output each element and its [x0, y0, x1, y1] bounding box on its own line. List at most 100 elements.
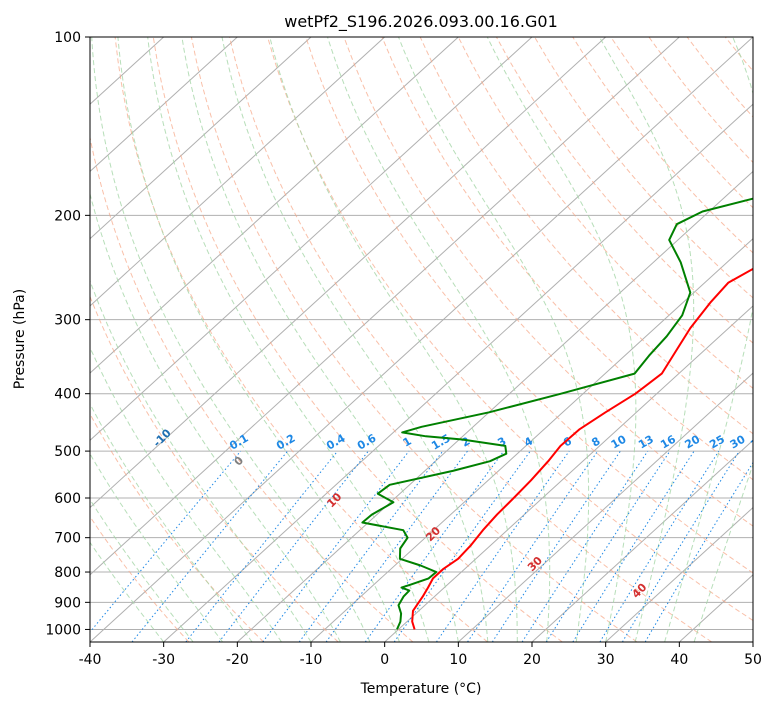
- x-tick-label: 30: [597, 652, 615, 668]
- mixing-ratio-label: 30: [728, 432, 748, 451]
- dry-adiabat-line: [267, 37, 753, 622]
- mixing-ratio-label: 16: [658, 432, 678, 451]
- dry-adiabat-line: [495, 37, 753, 344]
- dry-adiabat-line: [724, 37, 753, 72]
- mixing-ratio-label: 1: [401, 435, 414, 450]
- dry-adiabat-line: [419, 37, 753, 435]
- isotherm-line: [90, 37, 607, 509]
- mixing-ratio-line: [572, 450, 695, 642]
- dry-adiabat-line: [457, 37, 753, 389]
- dry-adiabat-line: [305, 37, 753, 574]
- isotherm-line: [236, 170, 753, 642]
- y-tick-label: 1000: [45, 622, 81, 638]
- moist-adiabat-line: [327, 37, 551, 642]
- mixing-ratio-line: [621, 450, 740, 642]
- dewpoint-profile-line: [361, 197, 753, 630]
- isotherm-line: [457, 372, 753, 642]
- moist-adiabat-line: [181, 37, 459, 642]
- x-axis-title: Temperature (°C): [360, 681, 482, 697]
- moist-adiabat-line: [117, 37, 400, 642]
- dry-adiabat-line: [534, 37, 753, 299]
- isotherm-gridlines: [90, 37, 753, 642]
- x-tick-label: -40: [79, 652, 102, 668]
- x-tick-label: 10: [449, 652, 467, 668]
- mixing-ratio-line: [262, 450, 410, 642]
- x-tick-label: -20: [226, 652, 249, 668]
- mixing-ratio-label: 2: [459, 435, 472, 450]
- dry-adiabat-line: [190, 37, 638, 642]
- moist-adiabat-line: [90, 279, 312, 642]
- mixing-ratio-line: [467, 450, 599, 642]
- dry-adiabat-line: [381, 37, 753, 481]
- dry-adiabat-label: 0: [232, 454, 247, 469]
- y-tick-label: 200: [54, 208, 81, 224]
- chart-title: wetPf2_S196.2026.093.00.16.G01: [284, 12, 558, 32]
- dry-adiabat-label: 30: [525, 554, 545, 574]
- isotherm-line: [90, 37, 238, 173]
- y-axis: 100 200 300 400 500 600 700 800 900 1000: [45, 30, 90, 638]
- moist-adiabat-line: [147, 37, 430, 642]
- moist-adiabat-line: [221, 37, 489, 642]
- isotherm-line: [90, 37, 312, 240]
- mixing-ratio-line: [185, 450, 338, 642]
- isotherm-line: [384, 305, 753, 642]
- dry-adiabat-line: [763, 37, 775, 642]
- isotherm-line: [752, 641, 753, 642]
- isotherm-line: [531, 439, 753, 642]
- mixing-ratio-label: 1.5: [429, 432, 452, 453]
- dry-adiabat-label: -10: [151, 426, 174, 449]
- moist-adiabat-line: [91, 37, 371, 642]
- mixing-ratio-line: [491, 450, 621, 642]
- isotherm-line: [605, 506, 753, 642]
- dry-adiabat-line: [572, 37, 753, 254]
- dry-adiabat-line: [343, 37, 753, 527]
- y-axis-title: Pressure (hPa): [12, 289, 28, 389]
- moist-adiabat-line: [90, 191, 341, 642]
- dry-adiabat-line: [90, 412, 264, 642]
- mixing-ratio-line: [325, 450, 468, 642]
- dry-adiabat-label: 40: [629, 581, 649, 601]
- y-tick-label: 900: [54, 595, 81, 611]
- mixing-ratio-line: [521, 450, 649, 642]
- plot-area: -100-90-80-70-60-50-40-30-20-10010203040…: [90, 37, 775, 642]
- mixing-ratio-line: [599, 450, 720, 642]
- y-tick-label: 400: [54, 387, 81, 403]
- dry-adiabat-line: [90, 295, 339, 642]
- isobar-gridlines: [90, 37, 753, 630]
- mixing-ratio-line: [364, 450, 505, 642]
- dry-adiabat-line: [90, 135, 414, 642]
- mixing-ratio-line: [131, 450, 288, 642]
- moist-adiabat-line: [90, 402, 253, 642]
- plot-frame: [89, 36, 754, 643]
- mixing-ratio-label: 0.4: [324, 431, 348, 452]
- y-tick-label: 100: [54, 30, 81, 46]
- mixing-ratio-line: [90, 450, 242, 633]
- y-tick-label: 600: [54, 491, 81, 507]
- mixing-ratio-label: 3: [495, 435, 508, 450]
- dry-adiabats: [90, 37, 775, 642]
- moist-adiabat-line: [398, 37, 590, 642]
- mixing-ratio-label: 25: [707, 433, 727, 452]
- dry-adiabat-line: [686, 37, 753, 118]
- x-tick-label: 0: [380, 652, 389, 668]
- y-tick-label: 300: [54, 313, 81, 329]
- x-tick-label: -30: [152, 652, 175, 668]
- mixing-ratio-line: [545, 450, 671, 642]
- isotherm-line: [90, 37, 680, 576]
- temperature-profile-line: [411, 267, 753, 630]
- mixing-ratio-line: [218, 450, 369, 642]
- dry-adiabat-line: [114, 37, 488, 642]
- moist-adiabat-line: [90, 452, 224, 642]
- isotherm-line: [90, 37, 753, 642]
- x-tick-label: -10: [300, 652, 323, 668]
- mixing-ratio-line: [298, 450, 444, 642]
- x-tick-label: 50: [744, 652, 762, 668]
- dry-adiabat-line: [229, 37, 712, 642]
- y-tick-label: 500: [54, 444, 81, 460]
- mixing-ratio-label: 13: [636, 433, 656, 452]
- moist-adiabat-line: [486, 37, 637, 642]
- x-axis: -40 -30 -20 -10 0 10 20 30 40 50: [79, 642, 762, 668]
- dry-adiabat-line: [90, 515, 190, 642]
